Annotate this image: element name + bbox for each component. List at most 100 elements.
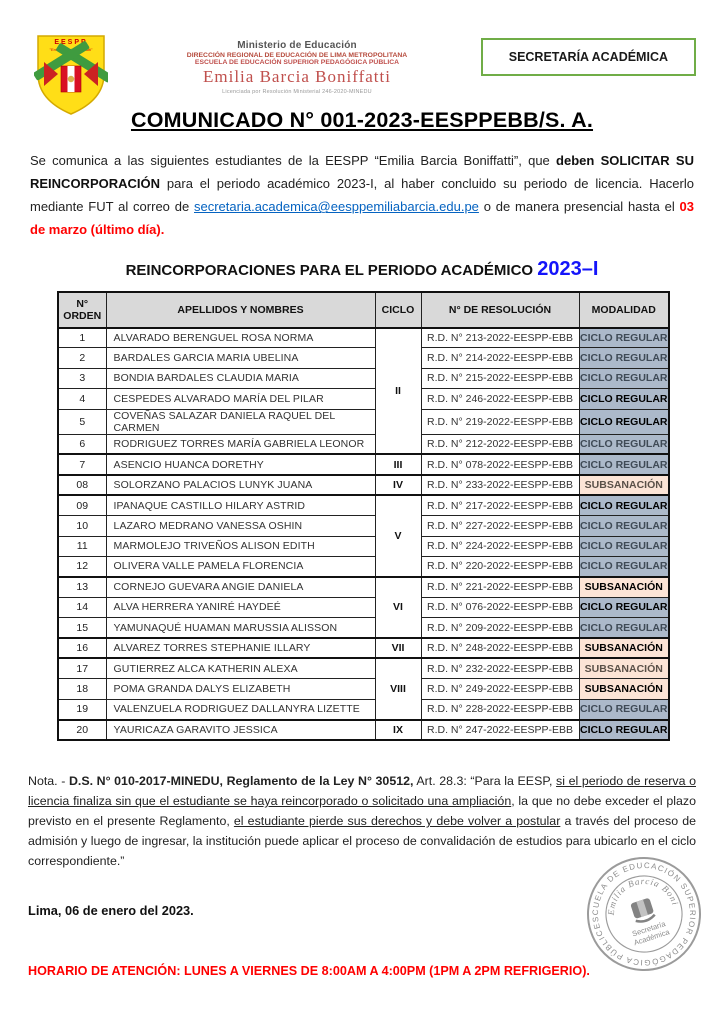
orden-cell: 14: [57, 596, 107, 619]
note-part1: Art. 28.3: “Para la EESP,: [413, 773, 557, 788]
ciclo-cell: II: [374, 326, 422, 455]
modalidad-cell: SUBSANACIÓN: [578, 636, 670, 659]
table-row: 08 SOLORZANO PALACIOS LUNYK JUANA IV R.D. N…: [57, 473, 670, 496]
resolucion-cell: R.D. N° 249-2022-EESPP-EBB: [420, 678, 580, 700]
resolucion-cell: R.D. N° 076-2022-EESPP-EBB: [420, 596, 580, 619]
table-row: 12 OLIVERA VALLE PAMELA FLORENCIA R.D. N° …: [57, 555, 670, 578]
seal-crest-icon: [630, 898, 656, 923]
intro-part1: Se comunica a las siguientes estudiantes…: [30, 153, 557, 168]
table-row: 7 ASENCIO HUANCA DORETHY III R.D. N° 078-20…: [57, 453, 670, 476]
resolucion-cell: R.D. N° 217-2022-EESPP-EBB: [420, 494, 580, 517]
subtitle-text: REINCORPORACIONES PARA EL PERIODO ACADÉM…: [125, 261, 538, 279]
ministry-title: Ministerio de Educación: [237, 40, 357, 51]
table-row: 5 COVEÑAS SALAZAR DANIELA RAQUEL DEL CARM…: [57, 408, 670, 435]
nombres-cell: SOLORZANO PALACIOS LUNYK JUANA: [105, 473, 376, 496]
secretaria-email-link[interactable]: secretaria.academica@eesppemiliabarcia.e…: [194, 199, 479, 215]
ciclo-cell: VI: [374, 575, 422, 639]
intro-part3: o de manera presencial hasta el: [478, 199, 680, 215]
students-table: N° ORDEN APELLIDOS Y NOMBRES CICLO N° DE…: [57, 290, 670, 741]
ministry-block: Ministerio de Educación DIRECCIÓN REGION…: [132, 34, 462, 95]
ciclo-cell: VIII: [374, 657, 422, 721]
resolucion-cell: R.D. N° 227-2022-EESPP-EBB: [420, 515, 580, 537]
intro-paragraph: Se comunica a las siguientes estudiantes…: [30, 149, 694, 242]
modalidad-cell: CICLO REGULAR: [578, 515, 670, 537]
table-header-row: N° ORDEN APELLIDOS Y NOMBRES CICLO N° DE…: [57, 291, 670, 328]
modalidad-cell: SUBSANACIÓN: [578, 678, 670, 700]
resolucion-cell: R.D. N° 213-2022-EESPP-EBB: [420, 326, 580, 349]
table-row: 13 CORNEJO GUEVARA ANGIE DANIELA VI R.D. N°…: [57, 575, 670, 639]
modalidad-cell: CICLO REGULAR: [578, 617, 670, 639]
table-row: 18 POMA GRANDA DALYS ELIZABETH R.D. N° 249…: [57, 678, 670, 700]
secretaria-academica-badge: SECRETARÍA ACADÉMICA: [480, 38, 696, 76]
table-row: 4 CESPEDES ALVARADO MARÍA DEL PILAR R.D. N…: [57, 388, 670, 410]
ciclo-cell: IX: [374, 718, 422, 741]
resolucion-cell: R.D. N° 219-2022-EESPP-EBB: [420, 408, 580, 435]
orden-cell: 10: [57, 515, 107, 537]
subtitle-period: 2023–I: [537, 257, 599, 280]
note-part2: , la que no debe exceder el plazo previs…: [28, 794, 696, 829]
nombres-cell: MARMOLEJO TRIVEÑOS ALISON EDITH: [105, 535, 376, 557]
orden-cell: 2: [57, 347, 107, 369]
table-row: 19 VALENZUELA RODRIGUEZ DALLANYRA LIZETTE…: [57, 698, 670, 721]
intro-part2: para el periodo académico 2023-I, al hab…: [30, 176, 694, 215]
note-underline1: si el periodo de reserva o licencia fina…: [28, 773, 696, 809]
modalidad-cell: CICLO REGULAR: [578, 453, 670, 476]
students-table-body: 1 ALVARADO BERENGUEL ROSA NORMA II R.D. N° …: [57, 326, 670, 741]
note-lead: Nota. -: [28, 773, 69, 788]
nombres-cell: POMA GRANDA DALYS ELIZABETH: [105, 678, 376, 700]
school-name: Emilia Barcia Boniffatti: [203, 67, 391, 86]
nombres-cell: YAMUNAQUÉ HUAMAN MARUSSIA ALISSON: [105, 617, 376, 639]
nombres-cell: CESPEDES ALVARADO MARÍA DEL PILAR: [105, 388, 376, 410]
table-row: 1 ALVARADO BERENGUEL ROSA NORMA II R.D. N° …: [57, 326, 670, 455]
schedule-line: HORARIO DE ATENCIÓN: LUNES A VIERNES DE …: [28, 964, 590, 979]
orden-cell: 15: [57, 617, 107, 639]
nombres-cell: YAURICAZA GARAVITO JESSICA: [105, 718, 376, 741]
orden-cell: 12: [57, 555, 107, 578]
nombres-cell: ALVA HERRERA YANIRÉ HAYDEÉ: [105, 596, 376, 619]
orden-cell: 16: [57, 636, 107, 659]
orden-cell: 11: [57, 535, 107, 557]
table-row: 14 ALVA HERRERA YANIRÉ HAYDEÉ R.D. N° 076-…: [57, 596, 670, 619]
resolucion-cell: R.D. N° 220-2022-EESPP-EBB: [420, 555, 580, 578]
table-row: 09 IPANAQUE CASTILLO HILARY ASTRID V R.D. N…: [57, 494, 670, 578]
table-row: 3 BONDIA BARDALES CLAUDIA MARIA R.D. N° 21…: [57, 367, 670, 390]
modalidad-cell: CICLO REGULAR: [578, 347, 670, 369]
resolucion-cell: R.D. N° 224-2022-EESPP-EBB: [420, 535, 580, 557]
nombres-cell: BARDALES GARCIA MARIA UBELINA: [105, 347, 376, 369]
orden-cell: 20: [57, 718, 107, 741]
resolucion-cell: R.D. N° 233-2022-EESPP-EBB: [420, 473, 580, 496]
nombres-cell: OLIVERA VALLE PAMELA FLORENCIA: [105, 555, 376, 578]
intro-bold: deben SOLICITAR SU REINCORPORACIÓN: [30, 153, 694, 192]
modalidad-cell: CICLO REGULAR: [578, 408, 670, 435]
modalidad-cell: CICLO REGULAR: [578, 494, 670, 517]
orden-cell: 3: [57, 367, 107, 390]
nombres-cell: CORNEJO GUEVARA ANGIE DANIELA: [105, 575, 376, 598]
deadline-text: 03 de marzo (último día).: [30, 199, 695, 238]
svg-text:EESPP: EESPP: [54, 39, 87, 46]
table-row: 11 MARMOLEJO TRIVEÑOS ALISON EDITH R.D. N°…: [57, 535, 670, 557]
orden-cell: 18: [57, 678, 107, 700]
nombres-cell: GUTIERREZ ALCA KATHERIN ALEXA: [105, 657, 376, 680]
nombres-cell: ALVAREZ TORRES STEPHANIE ILLARY: [105, 636, 376, 659]
modalidad-cell: CICLO REGULAR: [578, 596, 670, 619]
header-ciclo: CICLO: [374, 291, 422, 328]
nombres-cell: COVEÑAS SALAZAR DANIELA RAQUEL DEL CARME…: [105, 408, 376, 435]
note-bold: D.S. N° 010-2017-MINEDU, Reglamento de l…: [68, 773, 414, 788]
table-row: 10 LAZARO MEDRANO VANESSA OSHIN R.D. N° 22…: [57, 515, 670, 537]
nombres-cell: VALENZUELA RODRIGUEZ DALLANYRA LIZETTE: [105, 698, 376, 721]
orden-cell: 5: [57, 408, 107, 435]
resolucion-cell: R.D. N° 078-2022-EESPP-EBB: [420, 453, 580, 476]
page-title: COMUNICADO N° 001-2023-EESPPEBB/S. A.: [130, 108, 594, 132]
note-underline2: el estudiante pierde sus derechos y debe…: [233, 814, 561, 829]
modalidad-cell: CICLO REGULAR: [578, 367, 670, 390]
nombres-cell: RODRIGUEZ TORRES MARÍA GABRIELA LEONOR: [105, 433, 376, 455]
note-part3: a través del proceso de admisión y luego…: [28, 814, 696, 869]
school-type-line: ESCUELA DE EDUCACIÓN SUPERIOR PEDAGÓGICA…: [194, 59, 400, 66]
modalidad-cell: SUBSANACIÓN: [578, 575, 670, 598]
modalidad-cell: CICLO REGULAR: [578, 326, 670, 349]
ciclo-cell: VII: [374, 636, 422, 659]
orden-cell: 4: [57, 388, 107, 410]
nombres-cell: BONDIA BARDALES CLAUDIA MARIA: [105, 367, 376, 390]
modalidad-cell: CICLO REGULAR: [578, 388, 670, 410]
table-subtitle: REINCORPORACIONES PARA EL PERIODO ACADÉM…: [0, 258, 724, 281]
